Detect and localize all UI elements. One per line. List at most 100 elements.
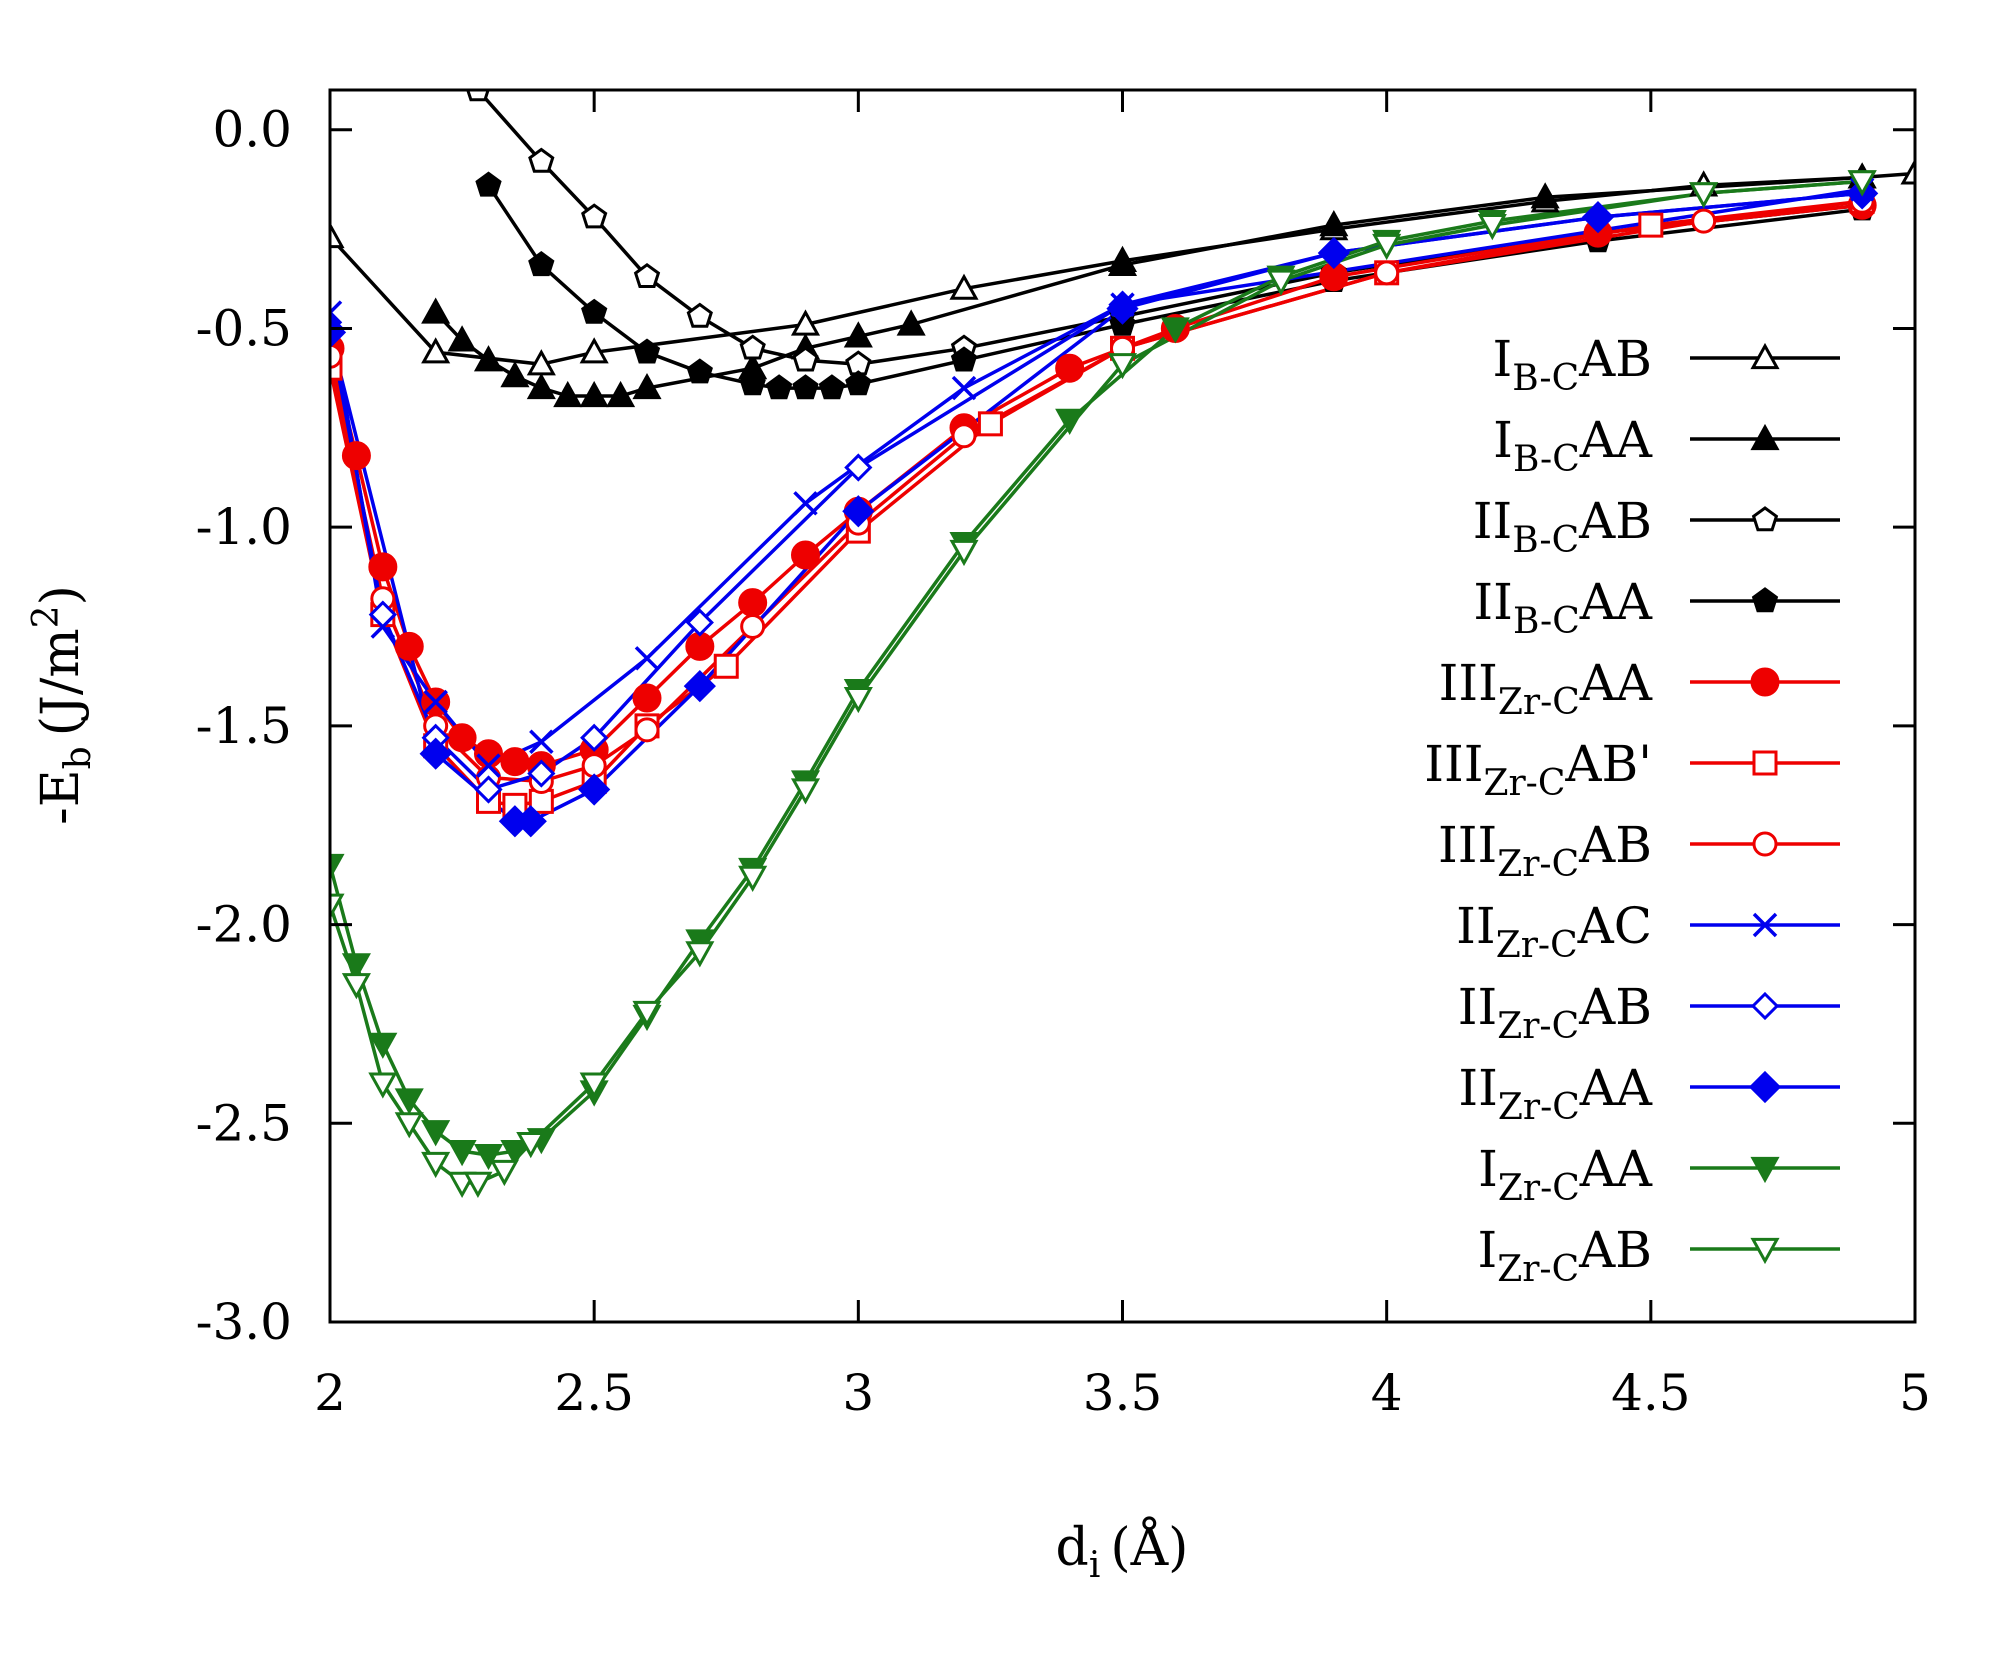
- x-axis-title-main: d: [1056, 1518, 1089, 1578]
- data-point-s3: [528, 147, 555, 173]
- data-point-s2: [579, 380, 609, 408]
- legend-label-tail: AA: [1579, 1059, 1653, 1117]
- data-point-s2: [473, 345, 504, 372]
- data-point-s10: [578, 773, 611, 806]
- data-point-s11: [1160, 317, 1190, 344]
- data-point-s8: [793, 491, 818, 516]
- data-point-s4: [475, 171, 502, 197]
- legend-marker: [1750, 423, 1780, 451]
- legend-entry-s12: IZr-CAB: [1477, 1221, 1840, 1290]
- x-tick-label: 3: [842, 1364, 874, 1422]
- series-line-s8: [330, 187, 1863, 768]
- data-point-s7: [581, 753, 607, 779]
- legend-label-main: I: [1493, 330, 1513, 388]
- legend-label-sub: B-C: [1512, 520, 1579, 561]
- legend-entry-s9: IIZr-CAB: [1458, 978, 1840, 1047]
- x-tick-label: 4: [1371, 1364, 1403, 1422]
- legend-marker: [1750, 1156, 1780, 1184]
- data-point-s12: [330, 893, 345, 920]
- legend-marker: [1748, 1070, 1782, 1104]
- y-tick-label: 0.0: [212, 101, 292, 159]
- legend-label-main: III: [1439, 654, 1498, 712]
- legend-label-tail: AC: [1577, 897, 1652, 955]
- data-point-s3: [792, 346, 819, 372]
- legend-label-tail: AB': [1564, 735, 1652, 793]
- data-point-s2: [1530, 182, 1560, 209]
- data-point-s12: [1847, 170, 1877, 197]
- y-axis-title-unit-close: ): [31, 585, 91, 605]
- data-point-s11: [394, 1088, 424, 1115]
- data-point-s12: [368, 1072, 398, 1099]
- data-point-s4: [818, 374, 846, 400]
- legend-label: IIZr-CAA: [1458, 1059, 1653, 1128]
- data-point-s11: [330, 853, 345, 881]
- legend-label: IIZr-CAB: [1458, 978, 1652, 1047]
- legend-label-main: III: [1438, 816, 1497, 874]
- legend-label-main: I: [1478, 1140, 1498, 1198]
- data-point-s10: [842, 495, 875, 528]
- legend-marker: [1750, 991, 1780, 1021]
- data-point-s12: [579, 1072, 609, 1099]
- legend-label-sub: Zr-C: [1483, 763, 1565, 804]
- legend-label-sub: Zr-C: [1498, 1087, 1580, 1128]
- legend-marker: [1752, 750, 1778, 776]
- data-point-s12: [632, 1000, 662, 1028]
- data-point-s12: [1689, 182, 1719, 209]
- data-point-s4: [686, 358, 713, 384]
- data-point-s3: [739, 334, 766, 360]
- legend-entry-s6: IIIZr-CAB': [1424, 735, 1840, 804]
- legend-label-sub: Zr-C: [1497, 1006, 1579, 1047]
- legend-entry-s1: IB-CAB: [1493, 330, 1840, 399]
- data-point-s12: [421, 1151, 451, 1179]
- data-point-s12: [843, 686, 873, 714]
- data-point-s5: [500, 747, 530, 777]
- legend-label-main: II: [1458, 978, 1498, 1036]
- legend-label: IZr-CAA: [1478, 1140, 1653, 1209]
- legend-label: IB-CAB: [1493, 330, 1652, 399]
- data-point-s9: [844, 453, 873, 482]
- data-point-s11: [368, 1032, 398, 1059]
- legend: IB-CABIB-CAAIIB-CABIIB-CAAIIIZr-CAAIIIZr…: [1424, 330, 1840, 1290]
- legend-label-tail: AB: [1578, 1221, 1652, 1279]
- data-point-s2: [632, 372, 662, 400]
- data-point-s5: [394, 631, 424, 661]
- y-tick-label: -2.5: [196, 1094, 292, 1152]
- data-point-s6: [977, 411, 1003, 437]
- data-point-s10: [1581, 201, 1615, 234]
- y-axis-title-sup: 2: [26, 605, 67, 628]
- data-point-s10: [1317, 236, 1350, 270]
- legend-label-main: II: [1456, 897, 1496, 955]
- data-point-s7: [1691, 208, 1717, 234]
- data-point-s5: [738, 588, 768, 618]
- y-axis-title-sub: b: [58, 746, 99, 769]
- data-point-s12: [516, 1132, 546, 1159]
- data-point-s12: [1107, 353, 1138, 380]
- legend-marker: [1750, 1237, 1780, 1265]
- x-tick-label: 3.5: [1083, 1364, 1163, 1422]
- data-point-s6: [713, 653, 739, 679]
- data-point-s8: [951, 375, 977, 401]
- data-point-s4: [765, 374, 793, 400]
- legend-label-tail: AB: [1578, 816, 1652, 874]
- legend-label: IIB-CAB: [1473, 492, 1652, 561]
- data-point-s2: [553, 380, 583, 408]
- data-point-s10: [419, 737, 452, 770]
- legend-label: IIIZr-CAB': [1424, 735, 1652, 804]
- data-point-s5: [341, 441, 371, 471]
- legend-label-tail: AB: [1578, 492, 1652, 550]
- legend-label-main: II: [1458, 1059, 1498, 1117]
- y-tick-label: -3.0: [196, 1293, 292, 1351]
- data-point-s7: [1374, 260, 1400, 286]
- legend-label-tail: AA: [1579, 654, 1653, 712]
- legend-label: IIZr-CAC: [1456, 897, 1652, 966]
- data-point-s4: [739, 370, 766, 396]
- data-point-s6: [330, 355, 343, 381]
- legend-marker: [1751, 587, 1779, 613]
- legend-entry-s3: IIB-CAB: [1473, 492, 1840, 561]
- legend-label: IIIZr-CAB: [1438, 816, 1652, 885]
- data-point-s2: [896, 309, 926, 336]
- series-lines: [330, 90, 1915, 1185]
- x-axis-title-sub: i: [1089, 1545, 1101, 1586]
- data-point-s9: [685, 608, 714, 637]
- data-point-s11: [421, 1120, 451, 1147]
